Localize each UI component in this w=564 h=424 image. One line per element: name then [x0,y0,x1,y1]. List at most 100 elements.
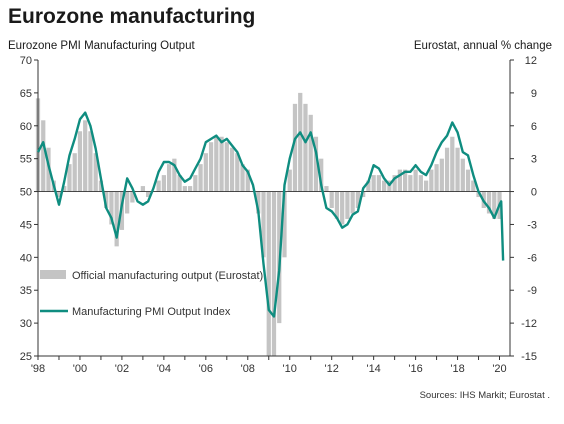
eurostat-bar [408,175,413,192]
right-tick-label: 0 [531,187,537,199]
x-tick-label: '04 [157,363,171,375]
eurostat-bar [256,191,261,214]
eurostat-bar [444,147,450,192]
eurostat-bar [308,114,313,192]
right-tick-label: -12 [521,318,537,330]
legend-label-line: Manufacturing PMI Output Index [72,306,231,318]
eurostat-bar [376,175,382,192]
eurostat-bar [334,191,340,219]
legend-swatch-bars [40,270,66,279]
eurostat-bar [146,191,151,198]
eurostat-bar [140,186,146,192]
eurostat-bar [88,131,93,192]
eurostat-bar [303,103,308,192]
eurostat-bar [161,175,166,192]
left-tick-label: 45 [20,219,32,231]
line-layer [36,111,505,318]
eurostat-bar [172,158,177,192]
right-tick-label: 3 [531,154,537,166]
eurostat-bar [182,186,187,192]
eurostat-bar [266,191,271,356]
eurostat-bar [282,191,287,258]
eurostat-bar [214,136,219,192]
pmi-line [36,111,505,318]
eurostat-bar [471,180,476,192]
eurostat-bar [240,164,245,192]
left-tick-label: 35 [20,285,32,297]
eurostat-bar [355,191,361,208]
eurostat-bar [287,169,292,192]
eurostat-bar [292,103,298,192]
source-note: Sources: IHS Markit; Eurostat . [419,390,550,401]
eurostat-bar [313,136,319,192]
eurostat-bar [224,142,229,192]
eurostat-bar [455,147,460,192]
eurostat-bar [125,191,130,214]
eurostat-bar [203,153,208,192]
eurostat-bar [235,153,240,192]
eurostat-bar [345,191,350,219]
left-tick-label: 65 [20,88,32,100]
eurostat-bar [392,175,397,192]
eurostat-bar [41,120,46,192]
eurostat-bar [62,186,67,192]
eurostat-bar [156,180,161,192]
left-tick-label: 25 [20,351,32,363]
eurostat-bar [476,191,481,198]
eurostat-bar [329,191,334,208]
eurostat-bar [413,169,418,192]
eurostat-bar [229,147,235,192]
x-tick-label: '06 [199,363,213,375]
legend-label-bars: Official manufacturing output (Eurostat) [72,270,263,282]
eurostat-bar [465,169,471,192]
eurostat-bar [208,142,214,192]
eurostat-bar [93,153,98,192]
left-tick-label: 50 [20,187,32,199]
left-tick-label: 60 [20,121,32,133]
x-tick-label: '02 [115,363,129,375]
eurostat-bar [486,191,492,214]
right-axis-title: Eurostat, annual % change [413,40,552,52]
right-tick-label: -3 [527,219,537,231]
eurostat-bar [361,191,366,198]
eurostat-bar [450,136,455,192]
eurostat-bar [492,191,497,219]
eurostat-bar [166,164,172,192]
eurostat-bar [460,158,465,192]
x-tick-label: '20 [492,363,506,375]
eurostat-bar [429,169,434,192]
eurostat-bar [130,191,135,203]
eurostat-bar [104,191,109,208]
eurostat-bar [72,153,77,192]
eurostat-bar [324,186,329,192]
x-tick-label: '08 [241,363,255,375]
x-tick-label: '14 [366,363,380,375]
right-tick-label: -15 [521,351,537,363]
eurostat-bar [177,175,182,192]
eurostat-bar [245,169,250,192]
x-tick-label: '12 [325,363,339,375]
left-tick-label: 55 [20,154,32,166]
eurostat-bar [271,191,277,356]
eurostat-bar [83,120,88,192]
eurostat-bar [77,131,83,192]
left-axis-title: Eurozone PMI Manufacturing Output [8,40,195,52]
eurostat-bar [67,164,72,192]
x-tick-label: '10 [283,363,297,375]
eurostat-bar [319,158,324,192]
eurostat-bar [187,186,193,192]
right-tick-label: -9 [527,285,537,297]
eurostat-bar [193,175,198,192]
eurostat-bar [109,191,114,225]
right-tick-label: -6 [527,252,537,264]
eurostat-bar [56,191,62,198]
eurostat-bar [98,180,104,192]
axes-layer: 25 30 35 40 45 50 55 60 65 70 -15 -12 -9 -6 -3 0 3 6 9 12 '9… [20,55,537,375]
x-tick-label: '98 [31,363,45,375]
left-tick-label: 40 [20,252,32,264]
eurostat-bar [298,92,303,192]
right-tick-label: 9 [531,88,537,100]
left-tick-label: 70 [20,55,32,67]
eurostat-bar [434,164,439,192]
